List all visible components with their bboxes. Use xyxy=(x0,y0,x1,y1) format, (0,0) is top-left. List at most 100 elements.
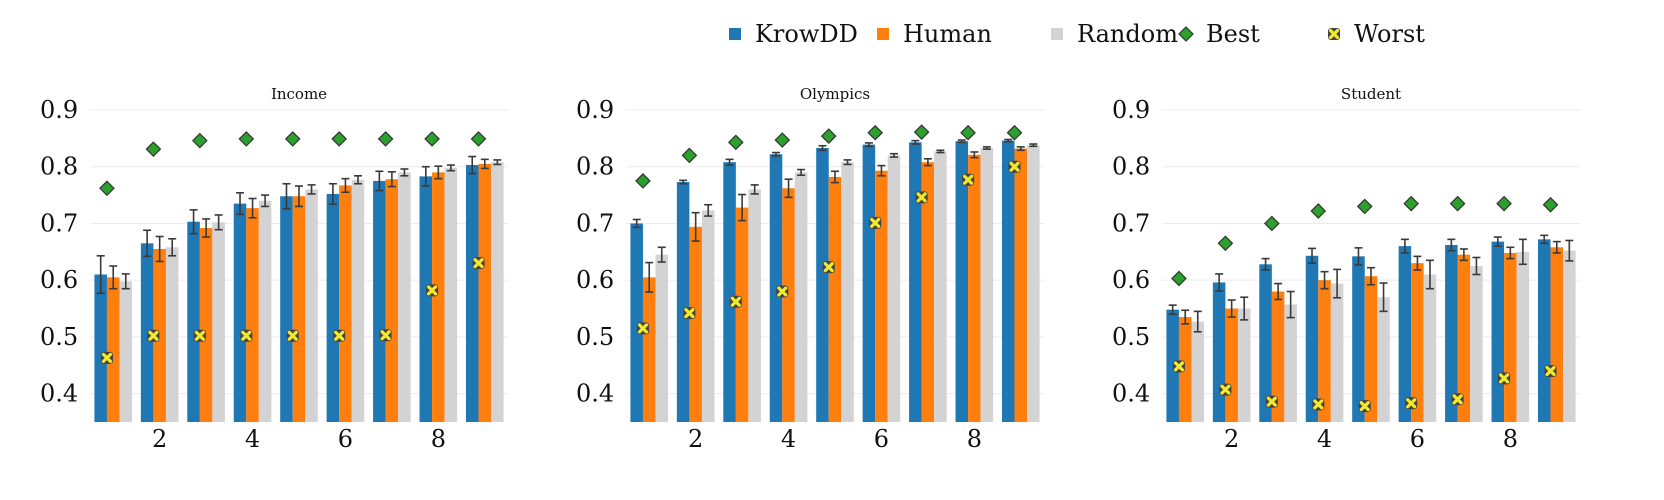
legend-label-krowdd: KrowDD xyxy=(755,20,858,48)
legend-swatch-worst xyxy=(1328,28,1340,40)
panel-title: Olympics xyxy=(800,85,870,103)
y-tick-label: 0.8 xyxy=(1112,153,1150,181)
point-best xyxy=(238,131,255,147)
bar-human xyxy=(432,172,445,422)
bar-krowdd xyxy=(94,274,107,422)
point-worst xyxy=(1405,397,1418,410)
error-bar-human xyxy=(480,158,489,170)
bar-krowdd xyxy=(1445,245,1458,422)
bar-random xyxy=(1330,283,1344,422)
bar-human xyxy=(968,154,981,422)
error-bar-human xyxy=(341,177,350,194)
x-tick-label: 4 xyxy=(781,425,796,453)
bar-krowdd xyxy=(1259,264,1272,422)
chart-panels: Income 0.4 0.5 0.6 0.7 0.8 0.9 2 4 6 8 Olympics 0.4 0… xyxy=(40,85,1580,453)
error-bar-krowdd xyxy=(1447,238,1456,252)
error-bar-random xyxy=(982,146,991,150)
point-worst xyxy=(915,191,928,204)
error-bar-human xyxy=(877,164,886,177)
bar-random xyxy=(794,172,808,422)
point-worst xyxy=(1219,383,1232,396)
bar-krowdd xyxy=(723,162,736,422)
error-bar-krowdd xyxy=(818,144,827,152)
y-tick-label: 0.5 xyxy=(576,323,614,351)
bar-human xyxy=(339,185,352,422)
error-bar-random xyxy=(1333,268,1342,299)
point-best xyxy=(774,132,791,148)
point-worst xyxy=(472,257,485,270)
error-bar-krowdd xyxy=(1261,257,1270,271)
error-bar-human xyxy=(1320,270,1329,290)
point-worst xyxy=(962,173,975,186)
error-bar-random xyxy=(797,168,806,177)
error-bar-human xyxy=(1227,299,1236,318)
error-bar-human xyxy=(831,170,839,184)
point-best xyxy=(1449,195,1466,212)
x-tick-label: 2 xyxy=(688,425,703,453)
bar-random xyxy=(887,155,901,422)
point-best xyxy=(1217,235,1234,252)
point-worst xyxy=(1312,398,1325,411)
error-bar-human xyxy=(691,211,700,242)
bar-krowdd xyxy=(1491,241,1505,422)
y-tick-label: 0.4 xyxy=(576,380,614,408)
panel-title: Student xyxy=(1341,85,1401,103)
legend-item-random: Random xyxy=(1051,20,1178,48)
point-best xyxy=(377,131,394,147)
y-tick-label: 0.8 xyxy=(576,153,614,181)
error-bar-random xyxy=(446,164,455,172)
bar-random xyxy=(305,189,318,422)
bar-random xyxy=(655,254,669,422)
legend-swatch-krowdd xyxy=(729,28,741,40)
x-tick-label: 4 xyxy=(1317,425,1332,453)
error-bar-random xyxy=(704,203,713,217)
bar-random xyxy=(1470,266,1483,422)
error-bar-human xyxy=(387,171,396,188)
x-tick-label: 6 xyxy=(874,425,889,453)
bar-human xyxy=(1225,308,1238,422)
y-tick-label: 0.6 xyxy=(40,266,78,294)
error-bar-human xyxy=(1552,240,1561,254)
point-worst xyxy=(822,261,835,274)
y-tick-label: 0.9 xyxy=(576,96,614,124)
error-bar-random xyxy=(1518,238,1527,266)
y-tick-label: 0.5 xyxy=(1112,323,1150,351)
error-bar-human xyxy=(645,261,654,293)
point-best xyxy=(960,124,976,141)
y-tick-label: 0.7 xyxy=(1112,209,1150,237)
error-bar-krowdd xyxy=(957,139,966,144)
bar-random xyxy=(1237,308,1251,422)
error-bar-krowdd xyxy=(143,229,152,258)
x-tick-label: 8 xyxy=(431,425,446,453)
point-worst xyxy=(147,329,160,342)
bar-human xyxy=(153,248,166,422)
bar-krowdd xyxy=(630,223,643,422)
bar-random xyxy=(1563,250,1576,422)
error-bar-krowdd xyxy=(189,209,198,235)
error-bar-random xyxy=(657,246,666,263)
point-best xyxy=(681,147,698,164)
point-best xyxy=(331,131,348,147)
bar-krowdd xyxy=(465,165,479,422)
error-bar-krowdd xyxy=(1215,273,1224,292)
y-tick-label: 0.7 xyxy=(40,209,78,237)
point-worst xyxy=(193,329,206,342)
panel-title: Income xyxy=(271,85,327,103)
point-worst xyxy=(286,329,299,342)
error-bar-human xyxy=(784,178,793,199)
bar-random xyxy=(1377,297,1390,422)
error-bar-krowdd xyxy=(375,170,384,192)
point-best xyxy=(867,124,884,141)
point-best xyxy=(1171,270,1187,287)
error-bar-human xyxy=(202,218,211,238)
bar-random xyxy=(351,179,365,422)
bar-krowdd xyxy=(1398,246,1412,422)
point-worst xyxy=(1172,360,1185,373)
error-bar-krowdd xyxy=(772,151,781,157)
legend-label-worst: Worst xyxy=(1354,20,1425,48)
bar-random xyxy=(212,222,225,422)
error-bar-krowdd xyxy=(282,182,291,210)
point-best xyxy=(470,131,487,147)
error-bar-krowdd xyxy=(1168,304,1177,316)
point-worst xyxy=(729,295,742,308)
